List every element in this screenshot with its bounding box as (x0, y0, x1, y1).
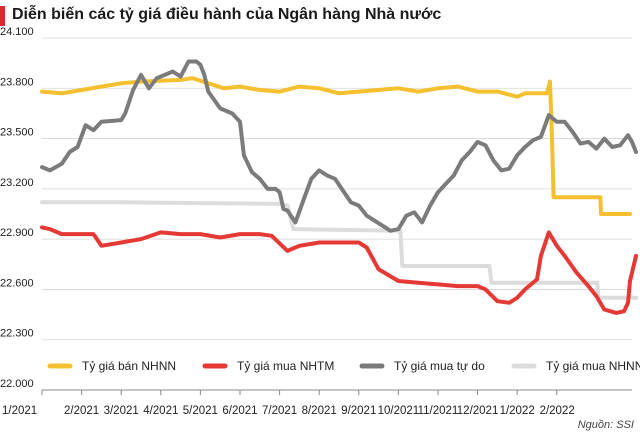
y-tick-label: 22.000 (0, 378, 34, 390)
x-tick-label: 5/2021 (183, 405, 218, 417)
x-tick-label: 6/2021 (222, 405, 257, 417)
series-line (40, 59, 638, 233)
x-tick-label: 1/2022 (500, 405, 535, 417)
x-tick-label: 9/2021 (341, 405, 376, 417)
y-tick-label: 22.600 (0, 277, 34, 289)
x-tick-label: 1/2021 (2, 405, 37, 417)
x-tick-label: 11/2021 (418, 405, 459, 417)
y-tick-label: 23.800 (0, 76, 34, 88)
title-bar: Diễn biến các tỷ giá điều hành của Ngân … (0, 0, 640, 31)
legend-label: Tỷ giá mua NHNN (546, 359, 640, 373)
x-tick-label: 8/2021 (302, 405, 337, 417)
y-tick-label: 23.200 (0, 177, 34, 189)
source-note: Nguồn: SSI (577, 419, 634, 431)
y-tick-label: 24.100 (0, 26, 34, 38)
x-tick-label: 3/2021 (104, 405, 139, 417)
legend-label: Tỷ giá bán NHNN (82, 359, 176, 373)
legend-label: Tỷ giá mua tự do (394, 359, 485, 373)
y-tick-label: 23.500 (0, 127, 34, 139)
x-tick-label: 4/2021 (143, 405, 178, 417)
x-tick-label: 10/2021 (378, 405, 420, 417)
legend-label: Tỷ giá mua NHTM (237, 359, 334, 373)
series-line (40, 225, 638, 315)
x-tick-label: 12/2021 (457, 405, 499, 417)
x-tick-label: 2/2022 (540, 405, 575, 417)
series-line (40, 200, 638, 300)
x-tick-label: 7/2021 (262, 405, 297, 417)
x-tick-label: 2/2021 (64, 405, 99, 417)
y-tick-label: 22.900 (0, 227, 34, 239)
y-tick-label: 22.300 (0, 328, 34, 340)
chart-title: Diễn biến các tỷ giá điều hành của Ngân … (12, 6, 442, 23)
title-accent-bar (0, 6, 5, 26)
